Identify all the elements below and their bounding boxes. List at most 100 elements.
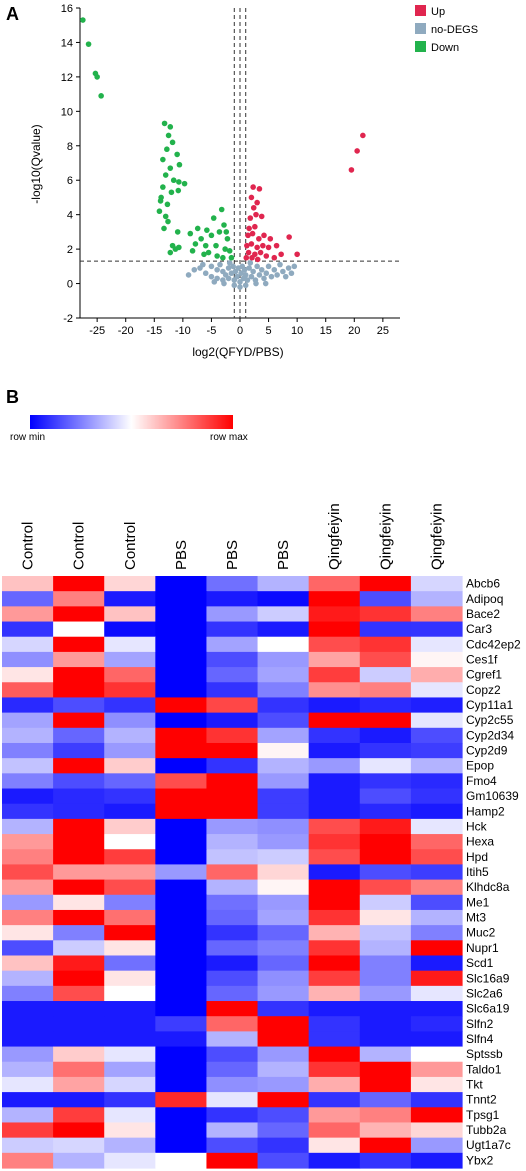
heatmap-cell [206,940,259,957]
heatmap-cell [53,576,105,592]
data-point-up [354,148,360,154]
heatmap-cell [155,576,208,592]
data-point-down [164,201,171,208]
heatmap-cell [410,970,463,987]
data-point-no-degs [262,280,269,287]
data-point-down [224,235,231,242]
heatmap-cell [257,1152,310,1169]
data-point-up [261,232,267,239]
heatmap-cell [359,940,412,957]
row-label: Cgref1 [466,668,502,682]
heatmap-cell [410,940,463,957]
row-label: Copz2 [466,683,501,697]
heatmap-cell [359,985,412,1002]
data-point-no-degs [221,280,227,287]
heatmap-cell [2,742,54,759]
heatmap-cell [359,742,412,759]
heatmap-cell [104,970,156,987]
heatmap-cell [257,591,310,607]
heatmap-cell [53,940,105,957]
heatmap-cell [155,818,208,835]
data-point-up [245,232,251,239]
data-point-down [94,74,100,80]
heatmap-cell [410,697,463,714]
heatmap-cell [53,925,105,941]
data-point-no-degs [265,263,272,270]
heatmap-cell [206,909,259,926]
heatmap-cell [359,606,412,623]
heatmap-cell [410,682,463,699]
data-point-no-degs [271,266,278,273]
heatmap-cell [2,1046,54,1063]
heatmap-cell [359,1092,412,1108]
data-point-no-degs [225,275,232,282]
heatmap-cell [206,788,259,805]
x-tick-label: 20 [348,325,360,337]
column-label: PBS [275,540,292,570]
heatmap-cell [410,651,463,668]
heatmap-cell [104,1137,156,1154]
heatmap-cell [206,818,259,835]
heatmap-cell [257,621,310,638]
data-point-up [254,199,260,206]
color-scale-bar [30,415,233,429]
heatmap-cell [155,925,208,941]
data-point-no-degs [214,266,220,273]
data-point-up [254,244,260,251]
heatmap-cell [410,849,463,866]
heatmap-cell [359,1046,412,1063]
heatmap-cell [2,1152,54,1169]
heatmap-cell [206,1001,259,1017]
heatmap-cell [410,879,463,896]
data-point-up [243,254,250,261]
row-label: Tkt [466,1078,483,1092]
heatmap-cell [257,909,310,926]
heatmap-cell [2,682,54,699]
row-label: Klhdc8a [466,880,510,894]
heatmap-cell [104,1031,156,1048]
row-label: Mt3 [466,911,486,925]
heatmap-cell [155,1152,208,1169]
heatmap-cell [2,636,54,653]
data-point-up [248,194,255,201]
heatmap-cell [257,606,310,623]
heatmap-cell [206,925,259,941]
heatmap-cell [308,1061,361,1078]
data-point-no-degs [238,270,244,277]
x-tick-label: 0 [237,325,243,337]
data-point-down [205,249,212,256]
heatmap-cell [410,788,463,805]
data-point-down [176,244,182,251]
heatmap-cell [257,742,310,759]
data-point-no-degs [202,270,209,277]
row-label: Slc6a19 [466,1002,510,1016]
heatmap-cell [206,1137,259,1154]
data-point-down [165,132,172,139]
heatmap-cell [410,712,463,729]
row-label: Hexa [466,835,494,849]
data-point-down [161,120,168,127]
heatmap-cell [206,576,259,592]
row-label: Hamp2 [466,804,505,818]
heatmap-cell [155,834,208,850]
heatmap-cell [359,712,412,729]
volcano-threshold-lines [80,8,400,318]
data-point-no-degs [280,268,286,275]
heatmap-cell [2,621,54,638]
row-label: Hck [466,819,488,833]
heatmap-cell [53,849,105,866]
data-point-no-degs [244,277,251,283]
heatmap-cell [257,1076,310,1093]
heatmap-cell [206,606,259,623]
data-point-up [256,235,262,242]
data-point-up [267,235,274,242]
heatmap-cell [308,1152,361,1169]
row-label: Ugt1a7c [466,1138,511,1152]
heatmap-cell [359,909,412,926]
y-tick-label: -2 [63,313,73,325]
heatmap-cell [155,591,208,607]
data-point-down [174,151,180,158]
data-point-down [176,161,183,168]
heatmap-cell [410,1076,463,1093]
